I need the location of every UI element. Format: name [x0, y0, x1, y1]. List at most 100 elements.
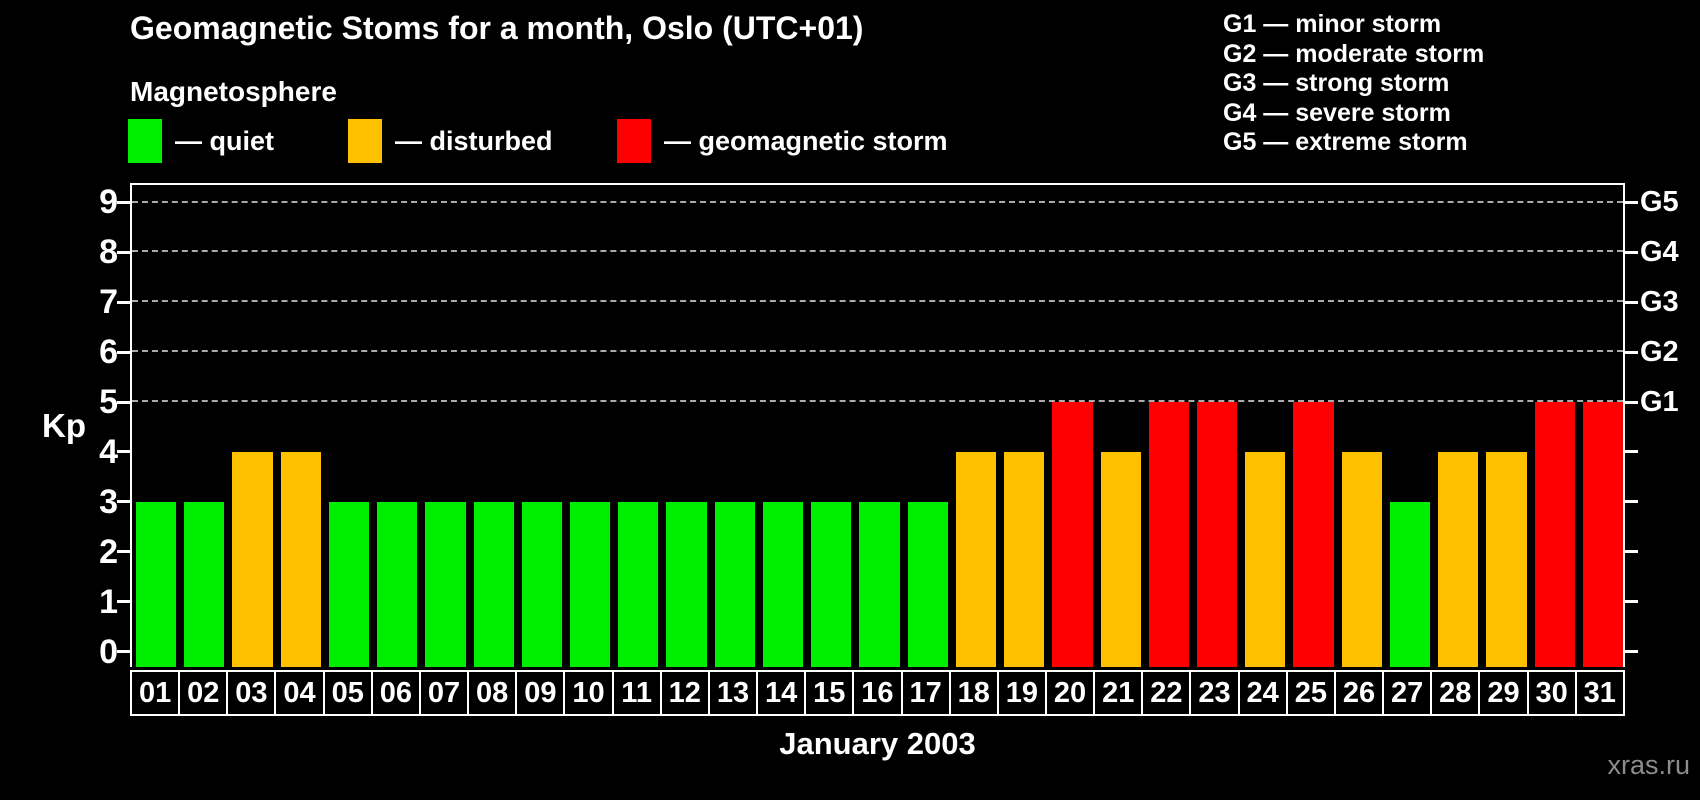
- day-label-10: 10: [563, 670, 614, 716]
- bar-day-24: [1245, 451, 1286, 667]
- left-tick-1: [117, 600, 130, 604]
- y-axis-title: Kp: [42, 407, 86, 444]
- day-label-28: 28: [1430, 670, 1481, 716]
- right-tick-1: [1625, 600, 1638, 604]
- day-label-11: 11: [611, 670, 662, 716]
- bar-day-29: [1486, 451, 1527, 667]
- right-tick-6: [1625, 350, 1638, 354]
- y-tick-label-2: 2: [99, 532, 118, 571]
- bar-day-12: [666, 501, 707, 667]
- bar-day-02: [184, 501, 225, 667]
- right-axis-label-g3: G3: [1640, 286, 1679, 319]
- bar-day-31: [1582, 402, 1623, 667]
- left-tick-7: [117, 300, 130, 304]
- right-tick-4: [1625, 450, 1638, 454]
- day-label-27: 27: [1382, 670, 1433, 716]
- gridline-kp-8: [132, 250, 1623, 253]
- y-tick-label-7: 7: [99, 283, 118, 322]
- bar-day-23: [1196, 402, 1238, 667]
- bar-day-09: [521, 501, 563, 667]
- bar-day-18: [955, 451, 997, 667]
- day-label-02: 02: [178, 670, 229, 716]
- day-label-08: 08: [467, 670, 518, 716]
- storm-scale-g1: G1 — minor storm: [1223, 10, 1442, 38]
- legend-item-disturbed: — disturbed: [348, 118, 553, 164]
- gridline-kp-7: [132, 300, 1623, 303]
- x-axis-title: January 2003: [779, 726, 976, 761]
- day-label-01: 01: [130, 670, 181, 716]
- day-label-30: 30: [1526, 670, 1577, 716]
- right-tick-5: [1625, 400, 1638, 404]
- bar-day-14: [762, 501, 804, 667]
- day-label-22: 22: [1141, 670, 1192, 716]
- y-tick-label-8: 8: [99, 233, 118, 272]
- right-tick-2: [1625, 550, 1638, 554]
- storm-swatch-icon: [617, 119, 651, 163]
- bar-day-04: [280, 451, 321, 667]
- day-label-20: 20: [1044, 670, 1096, 716]
- day-label-05: 05: [322, 670, 373, 716]
- day-label-18: 18: [948, 670, 999, 716]
- day-label-14: 14: [756, 670, 807, 716]
- bar-day-26: [1341, 451, 1382, 667]
- bar-day-13: [714, 501, 755, 667]
- bar-day-30: [1534, 402, 1575, 667]
- plot-area: [130, 183, 1625, 667]
- bar-day-10: [570, 501, 611, 667]
- bar-day-17: [907, 501, 948, 667]
- right-tick-0: [1625, 650, 1638, 653]
- y-tick-label-1: 1: [99, 582, 118, 621]
- right-axis-label-g5: G5: [1640, 186, 1679, 219]
- bar-day-03: [232, 451, 273, 667]
- bar-day-19: [1004, 451, 1045, 667]
- day-label-31: 31: [1574, 670, 1625, 716]
- day-label-17: 17: [900, 670, 951, 716]
- legend-label-storm: — geomagnetic storm: [664, 125, 948, 156]
- chart-title: Geomagnetic Stoms for a month, Oslo (UTC…: [130, 10, 864, 46]
- gridline-kp-5: [132, 400, 1623, 403]
- bar-day-22: [1148, 402, 1189, 667]
- storm-scale-legend: G1 — minor storm G2 — moderate storm G3 …: [1223, 10, 1484, 158]
- y-tick-label-0: 0: [99, 632, 118, 671]
- right-tick-9: [1625, 200, 1638, 204]
- bar-day-08: [473, 501, 514, 667]
- left-tick-3: [117, 500, 130, 504]
- legend-heading: Magnetosphere: [130, 76, 337, 107]
- bar-day-25: [1293, 402, 1334, 667]
- day-label-29: 29: [1478, 670, 1529, 716]
- storm-scale-g2: G2 — moderate storm: [1223, 39, 1485, 68]
- left-tick-9: [117, 200, 130, 204]
- right-axis-label-g1: G1: [1640, 386, 1679, 419]
- day-label-21: 21: [1093, 670, 1144, 716]
- day-label-13: 13: [707, 670, 759, 716]
- day-label-07: 07: [418, 670, 470, 716]
- left-tick-6: [117, 350, 130, 354]
- legend-item-storm: — geomagnetic storm: [617, 118, 948, 164]
- day-label-16: 16: [852, 670, 903, 716]
- right-axis-label-g4: G4: [1640, 236, 1679, 269]
- day-label-03: 03: [226, 670, 277, 716]
- left-tick-4: [117, 450, 130, 454]
- day-label-24: 24: [1237, 670, 1288, 716]
- bar-day-28: [1438, 451, 1479, 667]
- left-tick-8: [117, 250, 130, 254]
- y-tick-label-6: 6: [99, 333, 118, 372]
- bar-day-21: [1100, 451, 1141, 667]
- watermark: xras.ru: [1607, 750, 1690, 780]
- day-label-23: 23: [1189, 670, 1240, 716]
- y-tick-label-5: 5: [99, 383, 118, 422]
- storm-scale-g4: G4 — severe storm: [1223, 98, 1451, 127]
- quiet-swatch-icon: [128, 119, 162, 163]
- y-tick-label-4: 4: [99, 432, 118, 471]
- bar-day-20: [1052, 402, 1093, 667]
- y-tick-label-3: 3: [99, 482, 118, 521]
- right-tick-8: [1625, 250, 1638, 254]
- bar-day-07: [425, 501, 466, 667]
- day-label-25: 25: [1285, 670, 1336, 716]
- bar-day-06: [377, 501, 418, 667]
- left-tick-0: [117, 650, 130, 653]
- bar-day-15: [811, 501, 852, 667]
- gridline-kp-6: [132, 350, 1623, 353]
- day-label-15: 15: [804, 670, 855, 716]
